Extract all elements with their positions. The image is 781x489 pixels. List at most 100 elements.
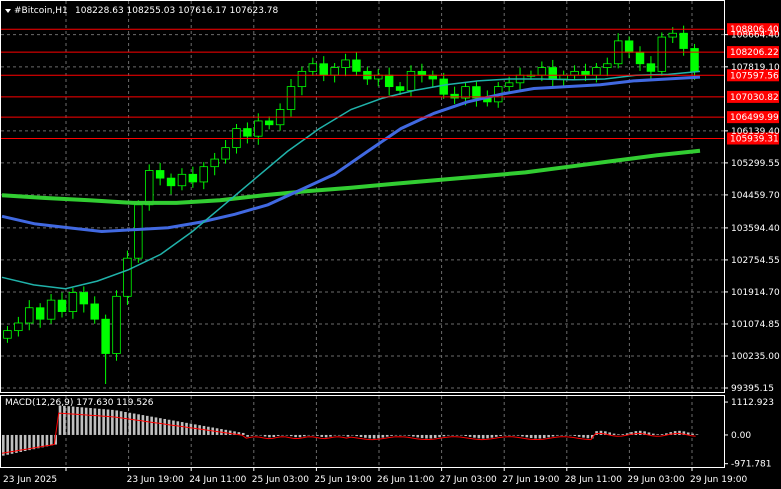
macd-bar <box>172 420 175 435</box>
candle-body <box>166 177 176 187</box>
macd-signal-line <box>1 412 696 454</box>
macd-bar <box>193 424 197 435</box>
macd-bar <box>28 434 31 451</box>
candle-body <box>112 295 121 354</box>
macd-bar <box>93 408 97 435</box>
macd-pane[interactable] <box>0 395 725 468</box>
level-price-box <box>727 23 779 36</box>
candle-body <box>450 93 459 99</box>
time-tick-label: 27 Jun 03:00 <box>440 475 497 485</box>
macd-bar <box>573 434 577 436</box>
time-tick-label: 29 Jun 19:00 <box>690 475 747 485</box>
time-tick-label: 27 Jun 19:00 <box>502 475 559 485</box>
price-tick-label: 101914.70 <box>731 288 780 298</box>
macd-bar <box>608 432 612 435</box>
candle-body <box>668 32 677 38</box>
macd-bar <box>638 430 642 435</box>
macd-bar <box>364 434 367 438</box>
macd-tick-label: 0.00 <box>731 431 751 441</box>
price-tick-label: 101074.85 <box>731 320 780 330</box>
macd-bar <box>346 434 350 437</box>
macd-bar <box>673 431 677 435</box>
macd-bar <box>420 434 424 439</box>
macd-bar <box>372 434 376 439</box>
macd-bar <box>538 434 542 439</box>
candle-body <box>319 63 328 76</box>
macd-bar <box>49 434 53 446</box>
macd-bar <box>10 434 14 454</box>
candle-body <box>341 59 350 68</box>
macd-bar <box>145 415 149 435</box>
price-tick-label: 107819.10 <box>731 63 780 73</box>
macd-bar <box>281 434 284 436</box>
macd-bar <box>390 434 393 436</box>
macd-bar <box>207 426 210 435</box>
macd-bar <box>128 412 132 435</box>
macd-bar <box>355 434 358 437</box>
macd-bar <box>368 434 372 439</box>
macd-bar <box>586 434 590 439</box>
macd-bar <box>41 434 44 448</box>
macd-bar <box>307 434 310 436</box>
price-tick-label: 103594.40 <box>731 224 780 234</box>
macd-bar <box>324 434 328 438</box>
ma-mid-line <box>1 75 701 234</box>
macd-bar <box>241 432 245 435</box>
macd-bar <box>106 409 110 435</box>
price-pane[interactable] <box>0 0 725 393</box>
macd-bar <box>63 405 66 435</box>
macd-bar <box>516 434 520 436</box>
macd-bar <box>97 408 101 435</box>
macd-bar <box>111 409 114 435</box>
macd-bar <box>682 431 686 435</box>
macd-bar <box>89 408 92 435</box>
candle-body <box>537 67 547 76</box>
candle-body <box>90 303 99 320</box>
candle-body <box>46 299 56 320</box>
macd-bar <box>604 431 607 435</box>
macd-bar <box>473 434 476 438</box>
macd-label: MACD(12,26,9) 177.630 119.526 <box>5 398 154 408</box>
macd-bar <box>228 430 232 435</box>
time-tick-label: 29 Jun 03:00 <box>627 475 684 485</box>
chart-menu-arrow-icon[interactable] <box>5 9 11 13</box>
macd-bar <box>119 411 123 435</box>
macd-bar <box>612 433 616 435</box>
candle-body <box>679 32 688 49</box>
level-price-label: 106499.99 <box>730 113 779 123</box>
candle-body <box>145 170 154 206</box>
ohlc-values: 108228.63 108255.03 107616.17 107623.78 <box>75 6 279 16</box>
macd-bar <box>255 434 258 436</box>
macd-bar <box>102 409 105 435</box>
macd-bar <box>23 434 27 452</box>
candle-body <box>123 257 132 297</box>
candle-body <box>254 120 263 137</box>
macd-bar <box>276 434 280 436</box>
time-tick-label: 25 Jun 19:00 <box>314 475 371 485</box>
macd-bar <box>268 434 271 438</box>
macd-bar <box>525 434 529 438</box>
level-lines[interactable]: 108806.40 108206.22 107597.56 107030.82 1064… <box>1 23 779 145</box>
price-tick-label: 106139.40 <box>731 127 780 137</box>
macd-bar <box>665 433 668 435</box>
candle-body <box>592 67 601 76</box>
time-tick-label: 23 Jun 19:00 <box>127 475 184 485</box>
macd-bar <box>19 434 23 452</box>
price-tick-label: 105299.55 <box>731 159 780 169</box>
macd-tick-label: -971.781 <box>731 460 771 470</box>
time-tick-label: 24 Jun 11:00 <box>189 475 246 485</box>
macd-bar <box>316 434 319 436</box>
macd-bar <box>521 434 524 437</box>
macd-bar <box>303 434 306 437</box>
candle-body <box>395 86 405 91</box>
candle-body <box>35 307 45 320</box>
candle-body <box>210 158 219 168</box>
macd-bar <box>32 434 36 450</box>
macd-bar <box>124 411 127 435</box>
macd-bar <box>137 414 140 435</box>
candle-body <box>188 173 198 183</box>
candle-body <box>79 292 89 305</box>
macd-bar <box>438 434 441 438</box>
symbol-label: #Bitcoin,H1 <box>14 6 68 16</box>
